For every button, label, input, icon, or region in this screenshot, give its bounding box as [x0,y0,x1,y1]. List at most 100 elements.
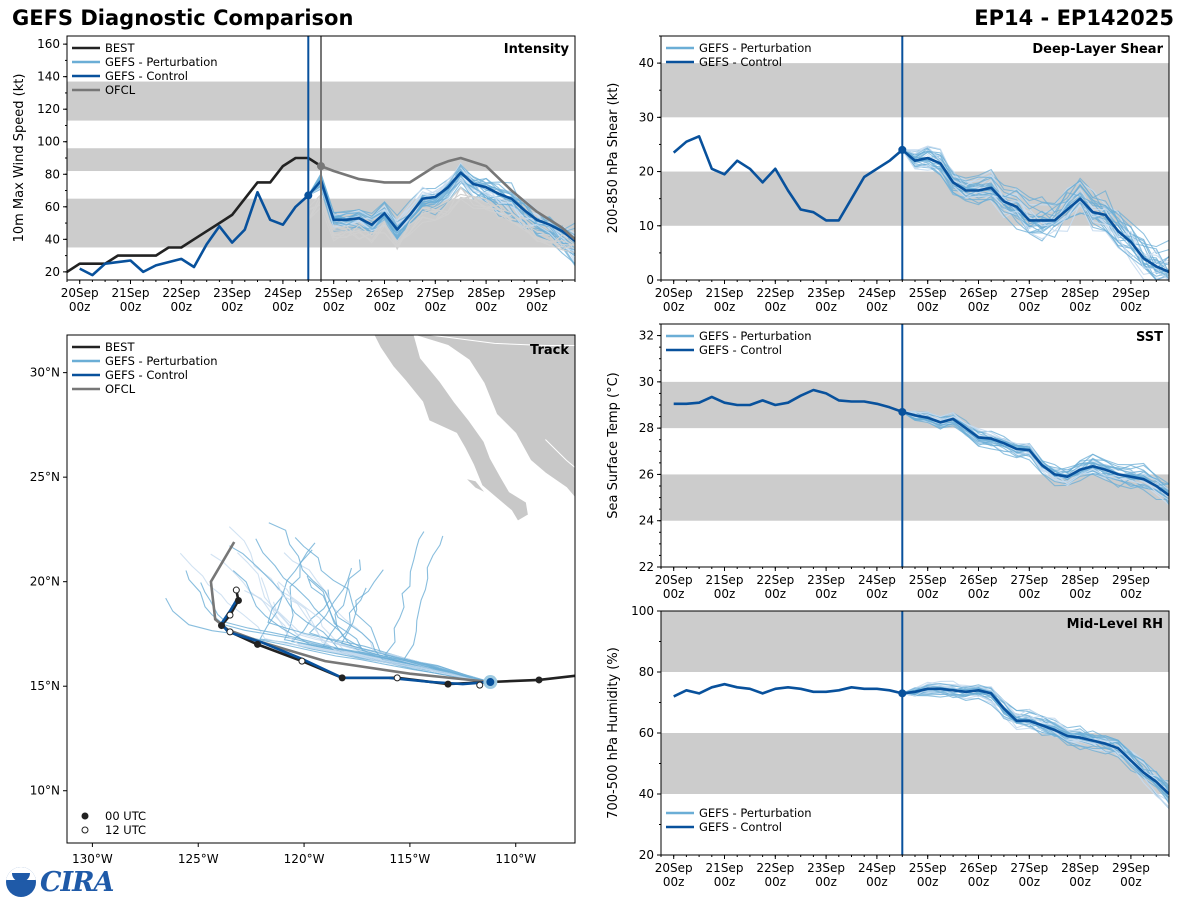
sst-ytick-label: 22 [639,560,654,574]
intensity-xtick-label: 00z [120,300,142,314]
intensity-xtick-label: 26Sep [366,286,404,300]
track-point-00utc [535,676,543,684]
shear-xtick-label: 22Sep [756,286,794,300]
shear-panel: 01020304020Sep00z21Sep00z22Sep00z23Sep00… [606,35,1170,314]
intensity-gray-member [308,198,575,249]
rh-xtick-label: 20Sep [655,861,693,875]
sst-xtick-label: 00z [1120,587,1142,601]
intensity-title: Intensity [504,42,570,57]
rh-xtick-label: 00z [714,875,736,889]
intensity-series-ofcl [320,156,575,241]
rh-xtick-label: 00z [866,875,888,889]
track-legend-label: GEFS - Control [105,368,188,382]
shear-perturbation-member [902,146,1169,280]
intensity-ytick-label: 120 [37,102,60,116]
track-panel: 130°W 125°W 120°W 115°W 110°W 10°N 15°N 20°N 25°… [30,334,576,866]
track-perturbation-member [384,531,491,683]
intensity-legend-label: BEST [105,41,135,55]
shear-ylabel: 200-850 hPa Shear (kt) [606,83,621,234]
rh-band [661,611,1169,672]
intensity-series-gefs-control [79,171,575,277]
track-ytick-label: 10°N [30,784,60,798]
intensity-legend-label: GEFS - Perturbation [105,55,218,69]
track-xtick-label: 110°W [495,852,536,866]
sst-xtick-label: 00z [866,587,888,601]
sst-ytick-label: 28 [639,421,654,435]
track-point-00utc [218,622,226,630]
track-point-12utc [393,674,401,682]
sst-xtick-label: 21Sep [706,573,744,587]
rh-xtick-label: 24Sep [858,861,896,875]
sst-panel: 22242628303220Sep00z21Sep00z22Sep00z23Se… [606,323,1170,601]
shear-perturbation-member [902,149,1169,276]
sst-xtick-label: 00z [663,587,685,601]
track-init-point [486,678,495,687]
shear-init-point [898,145,907,154]
noaa-logo [6,867,36,897]
sst-ytick-label: 30 [639,375,654,389]
shear-xtick-label: 25Sep [909,286,947,300]
track-frame [66,334,576,844]
track-legend-label: OFCL [105,382,136,396]
land-mass [373,335,575,522]
intensity-gray-member [307,193,575,246]
shear-series-gefs-control [672,135,1169,274]
rh-xtick-label: 22Sep [756,861,794,875]
intensity-xtick-label: 00z [69,300,91,314]
track-ytick-label: 30°N [30,366,60,380]
shear-legend-label: GEFS - Perturbation [699,41,812,55]
intensity-ylabel: 10m Max Wind Speed (kt) [12,74,27,243]
shear-ytick-label: 20 [639,165,654,179]
rh-legend-label: GEFS - Control [699,820,782,834]
shear-xtick-label: 29Sep [1112,286,1150,300]
sst-plot-area [661,324,1169,567]
sst-ytick-label: 32 [639,329,654,343]
intensity-ytick-label: 40 [45,232,60,246]
rh-xtick-label: 23Sep [807,861,845,875]
rh-xtick-label: 26Sep [960,861,998,875]
intensity-xtick-label: 00z [171,300,193,314]
intensity-perturbation-member [307,173,575,241]
sst-xtick-label: 00z [815,587,837,601]
logo-block: CIRA [6,866,115,898]
track-ytick-label: 25°N [30,470,60,484]
rh-xtick-label: 00z [765,875,787,889]
shear-xtick-label: 00z [968,300,990,314]
intensity-xtick-label: 21Sep [112,286,150,300]
sst-ytick-label: 26 [639,467,654,481]
sst-band [661,474,1169,521]
track-legend-label: BEST [105,340,135,354]
track-legend-label: GEFS - Perturbation [105,354,218,368]
rh-xtick-label: 00z [917,875,939,889]
track-perturbation-member [403,535,491,683]
intensity-xtick-label: 00z [323,300,345,314]
sst-xtick-label: 27Sep [1010,573,1048,587]
shear-xtick-label: 20Sep [655,286,693,300]
track-perturbation-member [210,553,491,683]
cira-logo: CIRA [40,866,115,898]
intensity-xtick-label: 00z [526,300,548,314]
shear-xtick-label: 21Sep [706,286,744,300]
intensity-xtick-label: 22Sep [162,286,200,300]
intensity-xtick-label: 20Sep [61,286,99,300]
intensity-xtick-label: 23Sep [213,286,251,300]
shear-xtick-label: 00z [1120,300,1142,314]
sst-xtick-label: 25Sep [909,573,947,587]
shear-xtick-label: 00z [866,300,888,314]
intensity-ytick-label: 60 [45,200,60,214]
rh-xtick-label: 00z [663,875,685,889]
shear-xtick-label: 00z [1069,300,1091,314]
shear-xtick-label: 28Sep [1061,286,1099,300]
shear-ytick-label: 0 [646,273,654,287]
intensity-xtick-label: 00z [272,300,294,314]
rh-plot-area [661,611,1169,855]
shear-perturbation-member [901,149,1169,270]
rh-xtick-label: 00z [1019,875,1041,889]
intensity-xtick-label: 25Sep [315,286,353,300]
figure-title-right: EP14 - EP142025 [974,6,1174,30]
sst-xtick-label: 20Sep [655,573,693,587]
rh-xtick-label: 00z [1120,875,1142,889]
figure-title-left: GEFS Diagnostic Comparison [12,6,354,30]
